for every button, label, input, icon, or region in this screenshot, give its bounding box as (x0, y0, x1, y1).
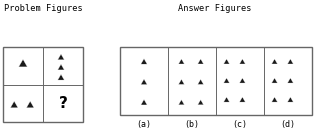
Text: (a): (a) (136, 120, 152, 129)
Text: (c): (c) (232, 120, 247, 129)
Text: (d): (d) (281, 120, 296, 129)
Polygon shape (224, 78, 230, 83)
Polygon shape (288, 59, 293, 64)
Polygon shape (239, 97, 245, 102)
Polygon shape (272, 97, 277, 102)
Polygon shape (198, 59, 204, 64)
Polygon shape (178, 59, 184, 64)
Polygon shape (239, 59, 245, 64)
Text: Answer Figures: Answer Figures (178, 4, 252, 13)
Polygon shape (58, 54, 64, 60)
Bar (3, 47, 83, 122)
Polygon shape (10, 101, 18, 108)
Polygon shape (141, 79, 147, 85)
Polygon shape (19, 59, 27, 67)
Bar (120, 47, 312, 115)
Polygon shape (26, 101, 34, 108)
Polygon shape (198, 79, 204, 84)
Polygon shape (272, 78, 277, 83)
Polygon shape (272, 59, 277, 64)
Polygon shape (58, 74, 64, 80)
Polygon shape (288, 97, 293, 102)
Polygon shape (178, 100, 184, 105)
Polygon shape (178, 79, 184, 84)
Polygon shape (141, 99, 147, 105)
Polygon shape (141, 59, 147, 64)
Polygon shape (239, 78, 245, 83)
Text: Problem Figures: Problem Figures (4, 4, 82, 13)
Text: (b): (b) (185, 120, 199, 129)
Polygon shape (198, 100, 204, 105)
Polygon shape (288, 78, 293, 83)
Polygon shape (224, 59, 230, 64)
Polygon shape (224, 97, 230, 102)
Polygon shape (58, 64, 64, 70)
Text: ?: ? (58, 96, 67, 111)
